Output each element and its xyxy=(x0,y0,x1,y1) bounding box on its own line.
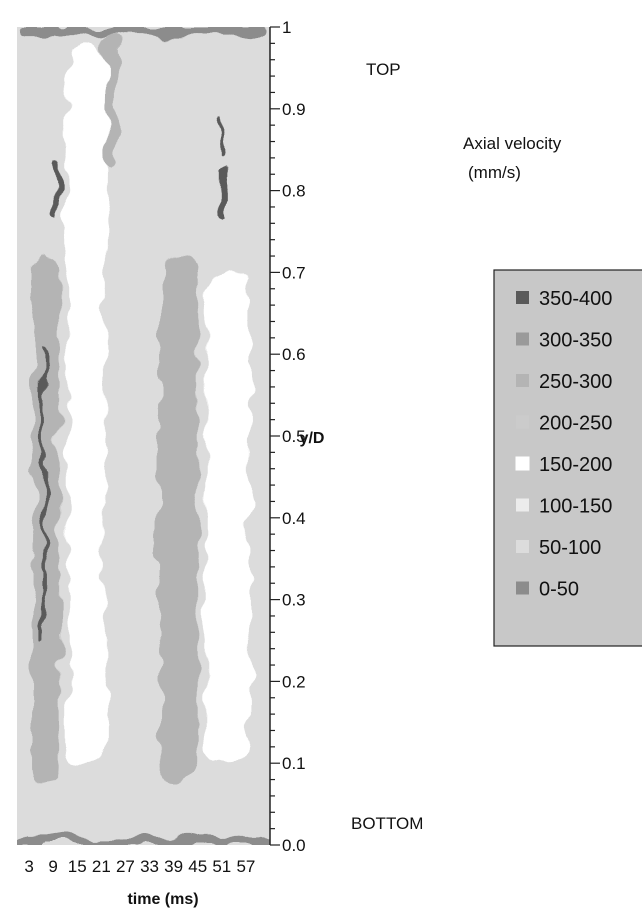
legend-swatch xyxy=(516,498,529,512)
legend-swatch xyxy=(516,581,529,595)
y-tick-label: 0.0 xyxy=(282,836,306,855)
x-tick-label: 39 xyxy=(164,857,183,876)
legend-label: 300-350 xyxy=(539,330,612,352)
y-tick-label: 0.8 xyxy=(282,182,306,201)
legend-label: 350-400 xyxy=(539,288,612,310)
x-tick-label: 21 xyxy=(92,857,111,876)
y-tick-label: 0.4 xyxy=(282,509,306,528)
contour-regions xyxy=(17,27,270,845)
y-axis: 0.0 0.1 0.2 0.3 0.4 0.5 0.6 0.7 0.8 0.9 1 xyxy=(269,18,306,855)
legend-swatch xyxy=(516,374,529,387)
y-tick-label: 0.6 xyxy=(282,345,306,364)
y-tick-label: 0.7 xyxy=(282,263,306,282)
colorbar-title-line1: Axial velocity xyxy=(463,134,562,153)
y-tick-label: 0.3 xyxy=(282,591,306,610)
y-ticks: 0.0 0.1 0.2 0.3 0.4 0.5 0.6 0.7 0.8 0.9 1 xyxy=(270,18,306,855)
legend-swatch xyxy=(515,456,530,471)
x-tick-label: 33 xyxy=(140,857,159,876)
legend-label: 200-250 xyxy=(539,413,612,435)
legend-label: 50-100 xyxy=(539,537,601,559)
y-axis-title: y/D xyxy=(300,430,325,447)
legend-label: 150-200 xyxy=(539,454,612,476)
x-tick-labels: 3 9 15 21 27 33 39 45 51 57 xyxy=(24,857,255,876)
y-tick-label: 0.2 xyxy=(282,672,306,691)
legend-swatch xyxy=(516,291,529,304)
contour-region xyxy=(17,836,270,845)
bottom-annotation: BOTTOM xyxy=(351,814,423,833)
legend-items: 350-400 300-350 250-300 200-250 150-200 100-1… xyxy=(515,288,612,601)
contour-region xyxy=(219,166,228,216)
x-tick-label: 3 xyxy=(24,857,33,876)
x-tick-label: 51 xyxy=(212,857,231,876)
contour-region xyxy=(205,272,250,764)
legend-label: 0-50 xyxy=(539,579,579,601)
x-tick-label: 57 xyxy=(236,857,255,876)
legend-label: 100-150 xyxy=(539,496,612,518)
y-tick-label: 0.9 xyxy=(282,100,306,119)
y-tick-label: 0.5 xyxy=(282,427,306,446)
y-tick-label: 1 xyxy=(282,18,291,37)
x-axis-title: time (ms) xyxy=(127,891,198,908)
legend-swatch xyxy=(516,332,529,346)
contour-region xyxy=(217,116,222,158)
contour-region xyxy=(33,256,60,780)
x-tick-label: 45 xyxy=(188,857,207,876)
contour-region xyxy=(17,27,270,36)
contour-region xyxy=(53,166,60,216)
legend: 350-400 300-350 250-300 200-250 150-200 100-1… xyxy=(493,269,642,647)
colorbar-title-line2: (mm/s) xyxy=(468,163,521,182)
plot-area xyxy=(17,27,270,845)
y-tick-label: 0.1 xyxy=(282,754,306,773)
contour-region xyxy=(105,35,118,167)
legend-swatch xyxy=(516,415,529,429)
x-tick-label: 15 xyxy=(68,857,87,876)
contour-region xyxy=(41,346,46,641)
legend-swatch xyxy=(516,540,529,553)
legend-label: 250-300 xyxy=(539,371,612,393)
x-tick-label: 27 xyxy=(116,857,135,876)
contour-region xyxy=(159,256,198,780)
contour-region xyxy=(67,43,106,764)
top-annotation: TOP xyxy=(366,60,401,79)
x-tick-label: 9 xyxy=(48,857,57,876)
